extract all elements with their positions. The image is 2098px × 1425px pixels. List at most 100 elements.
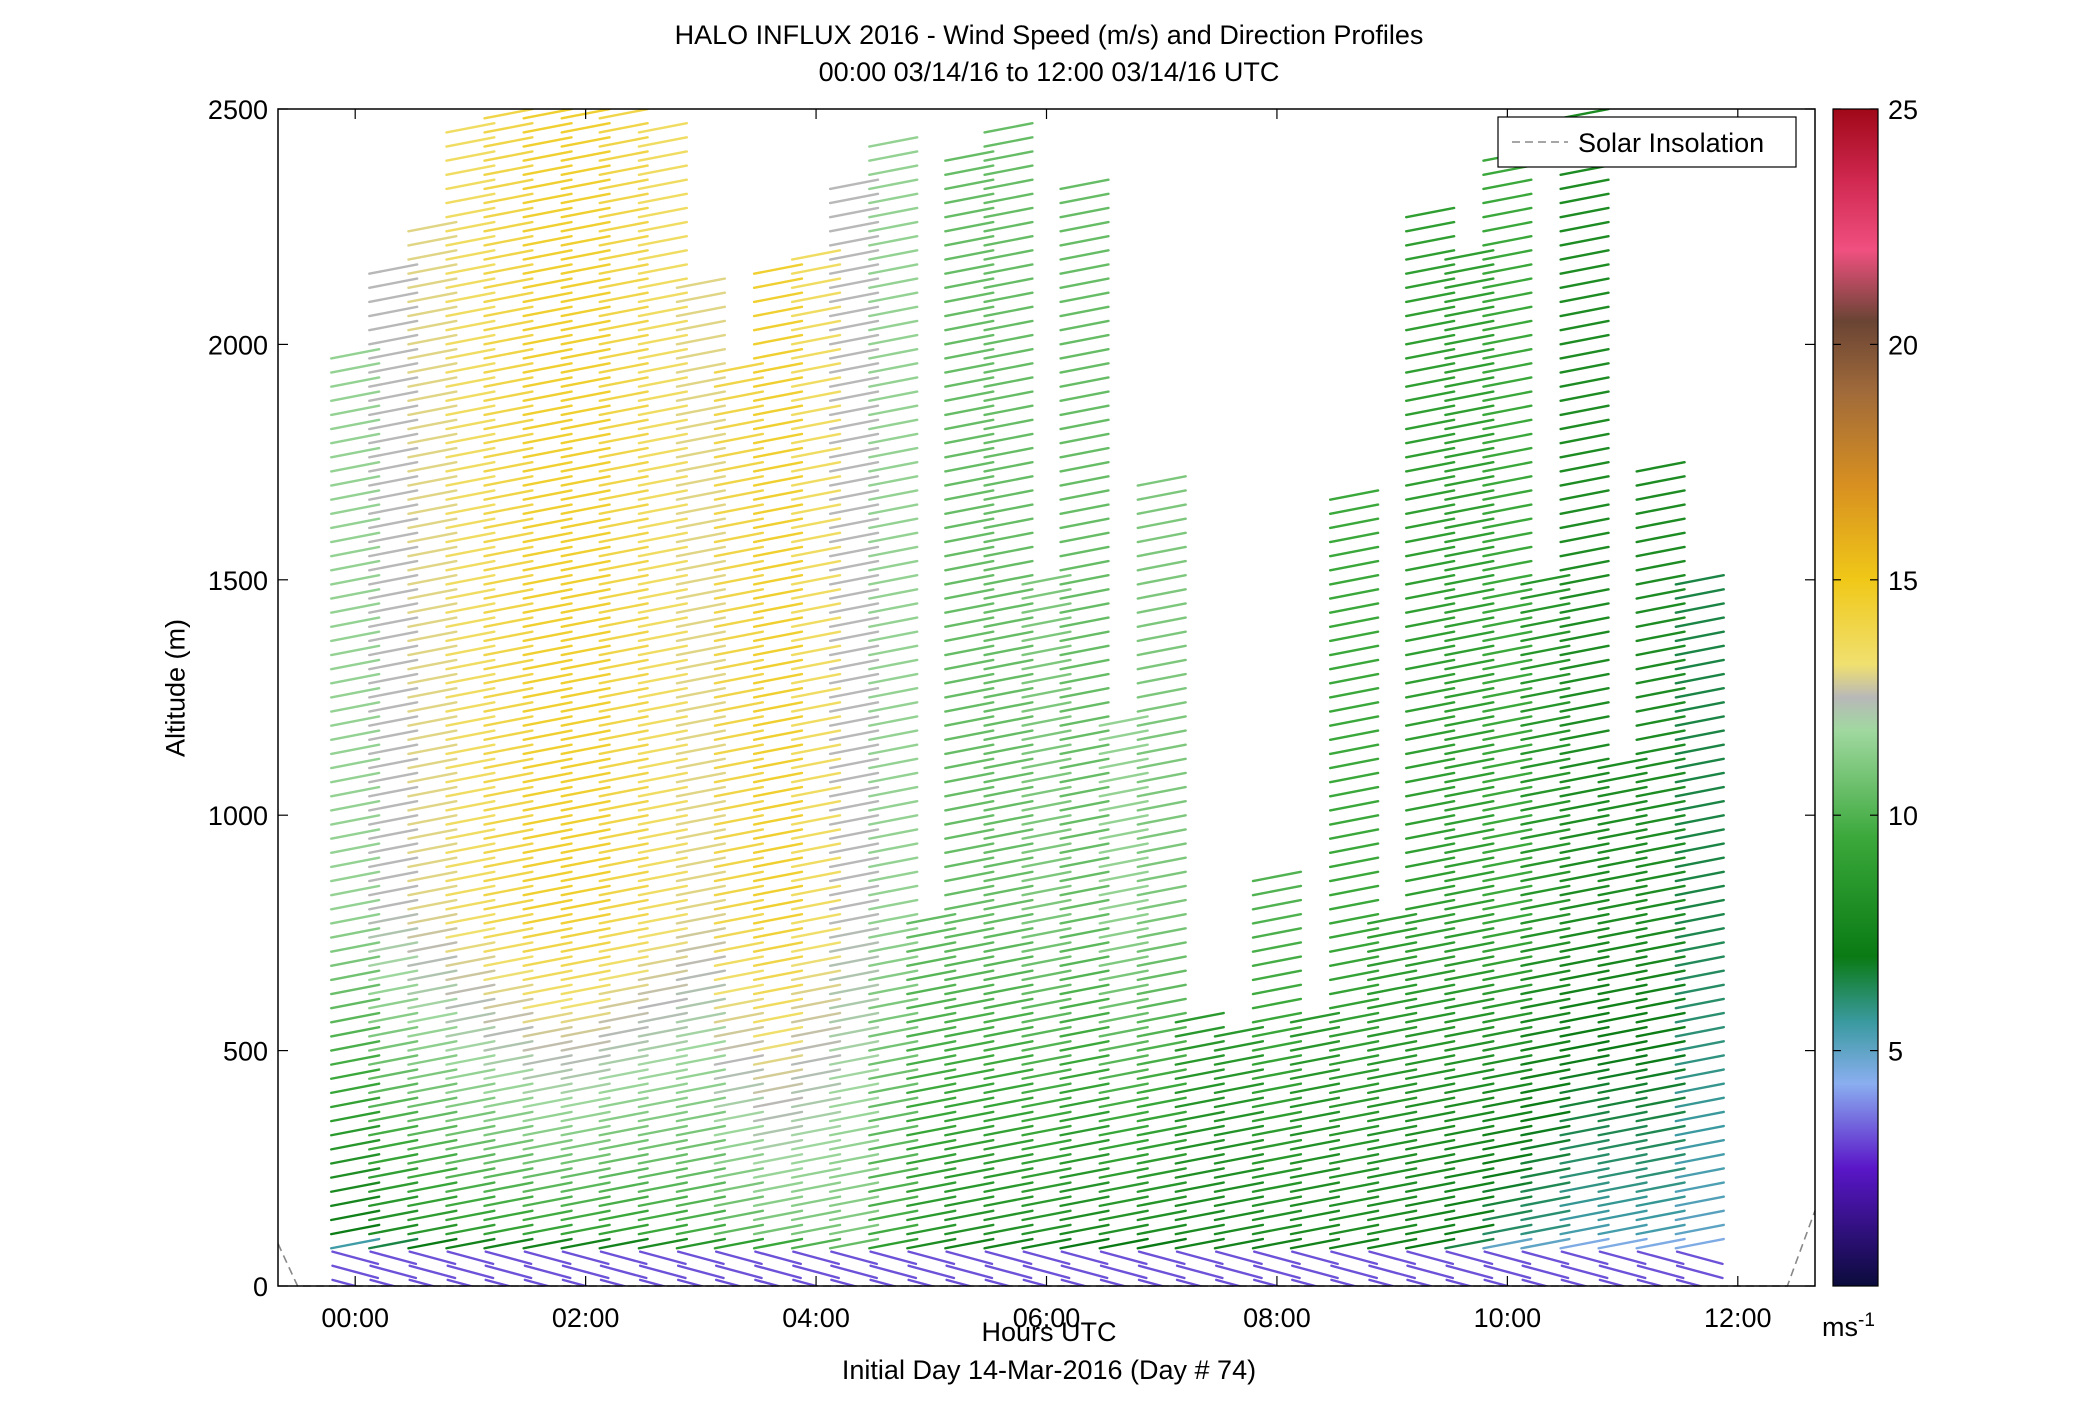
wind-barb <box>1559 432 1610 445</box>
wind-barb <box>1021 1223 1072 1236</box>
wind-barb <box>637 912 688 925</box>
wind-barb <box>407 531 458 544</box>
wind-barb <box>1444 1223 1495 1236</box>
wind-barb <box>868 178 919 191</box>
wind-barb <box>1444 870 1495 883</box>
wind-barb <box>483 870 534 883</box>
wind-barb <box>330 1054 381 1066</box>
wind-barb <box>868 1181 919 1193</box>
wind-barb <box>1213 1209 1265 1222</box>
wind-barb <box>828 305 880 318</box>
wind-barb <box>1674 1068 1725 1080</box>
wind-barb <box>752 1167 804 1179</box>
wind-barb <box>1136 602 1187 614</box>
wind-barb <box>1635 545 1686 558</box>
wind-barb <box>483 220 534 233</box>
wind-barb <box>713 997 765 1010</box>
wind-barb <box>1328 1167 1380 1179</box>
wind-barb <box>752 573 804 586</box>
wind-barb <box>1674 1054 1725 1066</box>
wind-barb <box>560 729 611 741</box>
wind-barb <box>1098 1110 1149 1123</box>
wind-barb <box>483 658 534 671</box>
solar-insolation-path <box>277 1210 1816 1287</box>
wind-barb <box>1674 799 1725 812</box>
wind-barb <box>868 1138 919 1151</box>
wind-barb <box>906 1195 957 1208</box>
wind-barb <box>637 856 688 869</box>
wind-barb <box>1136 1209 1187 1222</box>
wind-barb <box>445 446 496 459</box>
wind-barb <box>752 390 804 403</box>
wind-barb <box>598 573 649 586</box>
wind-barb <box>483 630 534 643</box>
wind-barb <box>1635 1040 1686 1052</box>
wind-barb <box>868 1209 919 1222</box>
wind-barb <box>637 701 688 713</box>
wind-barb <box>561 1250 610 1266</box>
wind-barb <box>828 559 880 572</box>
wind-barb <box>752 263 804 275</box>
wind-barb <box>522 912 573 925</box>
wind-barb <box>407 997 458 1010</box>
wind-barb <box>1021 630 1072 643</box>
wind-barb <box>944 531 995 544</box>
wind-barb <box>752 799 804 812</box>
wind-barb <box>483 503 534 515</box>
wind-barb <box>906 1011 957 1024</box>
wind-barb <box>445 390 496 403</box>
wind-barb <box>1059 955 1110 967</box>
wind-barb <box>445 362 496 374</box>
wind-barb <box>522 955 573 967</box>
wind-barb <box>713 545 765 558</box>
wind-barb <box>944 842 995 854</box>
wind-barb <box>1251 1138 1303 1151</box>
wind-barb <box>638 1278 668 1286</box>
wind-barb <box>1559 362 1610 374</box>
wind-barb <box>713 969 765 982</box>
wind-barb <box>598 983 649 996</box>
wind-barb <box>330 898 381 911</box>
wind-barb <box>637 658 688 671</box>
wind-barb <box>1098 912 1149 925</box>
wind-barb <box>483 997 534 1010</box>
wind-barb <box>1405 545 1456 558</box>
wind-barb <box>1444 559 1495 572</box>
wind-barb <box>868 743 919 756</box>
wind-barb <box>1482 333 1533 346</box>
wind-barb <box>1674 1124 1725 1137</box>
wind-barb <box>675 616 727 628</box>
wind-barb <box>713 517 765 530</box>
wind-barb <box>1597 969 1648 982</box>
wind-barb <box>983 1195 1034 1208</box>
wind-barb <box>407 1096 458 1109</box>
wind-barb <box>407 658 458 671</box>
wind-barb <box>1482 249 1533 261</box>
wind-barb <box>944 390 995 403</box>
wind-barb <box>1251 1124 1303 1137</box>
wind-barb <box>522 1181 573 1193</box>
wind-barb <box>983 559 1034 572</box>
wind-barb <box>1559 390 1610 403</box>
wind-barb <box>522 220 573 233</box>
wind-barb <box>1597 814 1648 826</box>
wind-barb <box>483 701 534 713</box>
wind-barb <box>828 1082 880 1095</box>
wind-barb <box>1597 898 1648 911</box>
wind-barb <box>1482 235 1533 247</box>
wind-barb <box>1444 291 1495 304</box>
wind-barb <box>752 743 804 756</box>
wind-barb <box>1444 1237 1495 1250</box>
wind-barb <box>1059 969 1110 982</box>
wind-barb <box>1482 1181 1533 1193</box>
wind-barb <box>790 927 842 939</box>
wind-barb <box>1482 672 1533 685</box>
wind-barb <box>1482 842 1533 854</box>
wind-barb <box>790 277 842 290</box>
wind-barb <box>1405 517 1456 530</box>
wind-barb <box>944 644 995 657</box>
wind-barb <box>1251 1167 1303 1179</box>
wind-barb <box>868 531 919 544</box>
wind-barb <box>790 263 842 275</box>
wind-barb <box>1444 305 1495 318</box>
